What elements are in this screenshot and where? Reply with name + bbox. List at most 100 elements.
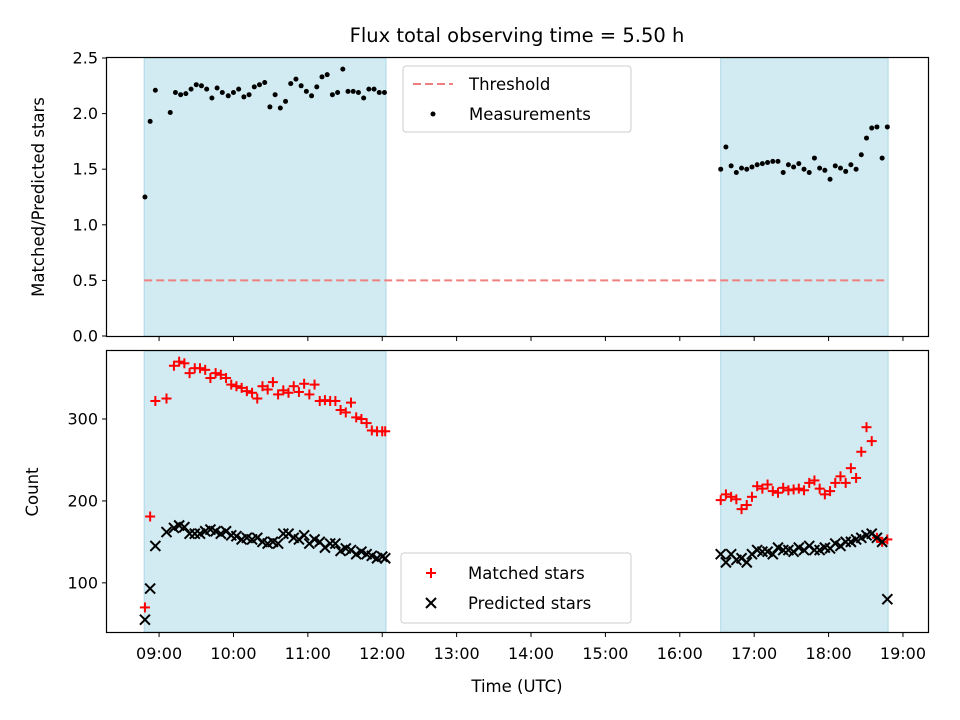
bottom-observing-windows: [143, 350, 889, 633]
matched-star-point: [866, 436, 877, 447]
measurement-point: [770, 158, 776, 164]
matched-star-point: [200, 364, 211, 375]
predicted-star-point: [272, 537, 284, 550]
predicted-star-point: [189, 527, 201, 540]
measurement-point: [142, 194, 148, 200]
matched-star-point: [762, 479, 773, 490]
measurement-point: [853, 166, 859, 172]
predicted-star-point: [230, 530, 243, 542]
matched-star-point: [194, 363, 205, 374]
measurement-point: [837, 165, 843, 171]
matched-star-point: [856, 446, 867, 457]
measurement-point: [785, 162, 791, 168]
legend-measurements-label: Measurements: [469, 105, 591, 124]
measurement-point: [298, 83, 304, 89]
matched-star-point: [746, 491, 757, 502]
predicted-star-point: [324, 537, 336, 550]
observing-window-top-1: [720, 57, 889, 337]
predicted-star-stroke: [298, 529, 310, 542]
predicted-star-stroke: [881, 593, 894, 605]
matched-star-point: [288, 381, 299, 392]
matched-stars-points: [139, 356, 893, 613]
predicted-star-stroke: [761, 546, 774, 558]
top-y-axis: 0.0 0.5 1.0 1.5 2.0 2.5: [73, 49, 107, 346]
predicted-star-point: [715, 548, 727, 560]
measurement-point: [267, 104, 273, 110]
predicted-star-stroke: [829, 537, 841, 550]
matched-star-point: [139, 602, 150, 613]
measurement-point: [817, 165, 823, 171]
predicted-star-stroke: [209, 525, 222, 537]
measurement-point: [765, 160, 771, 166]
top-y-tick-label: 0.0: [73, 327, 98, 346]
chart-title: Flux total observing time = 5.50 h: [350, 24, 685, 47]
predicted-star-stroke: [793, 541, 805, 554]
x-tick-label: 13:00: [434, 644, 480, 663]
matched-star-point: [231, 381, 242, 392]
matched-star-point: [179, 358, 190, 369]
predicted-star-stroke: [183, 527, 196, 540]
measurement-point: [801, 166, 807, 172]
matched-star-point: [205, 373, 216, 384]
predicted-star-stroke: [267, 536, 279, 548]
measurement-point: [288, 81, 294, 87]
measurement-point: [739, 165, 745, 171]
measurement-point: [874, 124, 880, 130]
matched-star-point: [720, 489, 731, 500]
measurement-point: [272, 92, 278, 98]
predicted-star-stroke: [308, 533, 321, 546]
predicted-star-stroke: [288, 532, 300, 544]
bottom-y-tick-label: 300: [67, 409, 98, 428]
top-x-ticks: [158, 336, 904, 341]
measurement-point: [376, 89, 382, 95]
legend-predicted-label: Predicted stars: [468, 594, 591, 613]
measurement-point: [214, 85, 220, 91]
matched-star-point: [840, 477, 851, 488]
top-y-tick-label: 1.0: [73, 215, 98, 234]
top-y-tick-label: 2.0: [73, 104, 98, 123]
predicted-star-stroke: [725, 548, 737, 560]
predicted-star-stroke: [241, 532, 253, 544]
measurement-point: [340, 66, 346, 72]
measurement-point: [188, 86, 194, 92]
measurement-point: [283, 98, 289, 104]
matched-star-point: [772, 487, 783, 498]
matched-star-point: [356, 413, 367, 424]
predicted-star-point: [329, 537, 342, 550]
matched-star-point: [184, 368, 195, 379]
top-y-tick-label: 0.5: [73, 271, 98, 290]
x-tick-label: 17:00: [731, 644, 777, 663]
measurement-point: [728, 163, 734, 169]
legend-measurements-swatch: [430, 111, 436, 117]
matched-star-point: [299, 378, 310, 389]
matched-star-point: [731, 494, 742, 505]
matched-star-point: [851, 472, 862, 483]
measurement-point: [723, 144, 729, 150]
top-legend-box: [402, 65, 632, 133]
matched-star-point: [304, 389, 315, 400]
matched-star-point: [799, 485, 810, 496]
predicted-star-point: [144, 582, 156, 595]
predicted-star-stroke: [839, 536, 852, 548]
measurement-point: [329, 92, 335, 98]
measurement-point: [178, 92, 184, 98]
measurement-point: [314, 84, 320, 90]
bottom-y-tick-label: 100: [67, 573, 98, 592]
predicted-star-stroke: [189, 527, 201, 540]
measurement-point: [262, 79, 268, 85]
bottom-y-axis-label: Count: [23, 467, 42, 517]
measurement-point: [749, 164, 755, 170]
matched-star-point: [804, 477, 815, 488]
measurement-point: [884, 124, 890, 130]
measurement-point: [319, 74, 325, 80]
predicted-star-stroke: [204, 523, 217, 536]
predicted-star-stroke: [379, 552, 391, 564]
measurement-point: [355, 89, 361, 95]
predicted-star-stroke: [756, 546, 769, 558]
measurement-point: [183, 91, 189, 97]
top-panel-frame: [105, 56, 930, 338]
predicted-star-stroke: [366, 550, 378, 562]
predicted-star-point: [149, 540, 162, 552]
matched-star-point: [215, 369, 226, 380]
